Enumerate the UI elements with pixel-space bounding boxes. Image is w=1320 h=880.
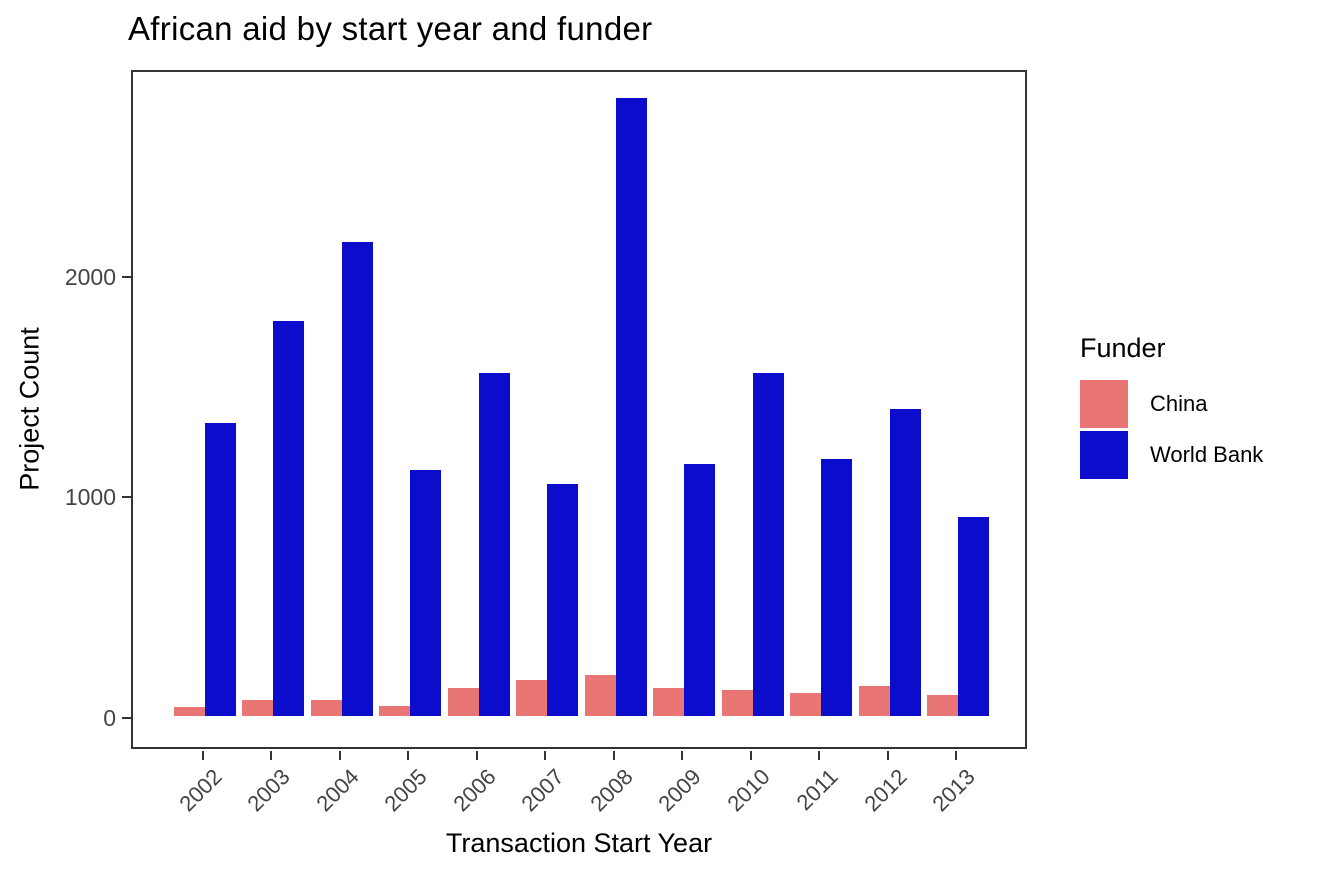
- bar-china-2012: [858, 685, 890, 716]
- bar-world-bank-2011: [821, 458, 853, 716]
- bar-china-2008: [584, 674, 616, 716]
- legend: Funder China World Bank: [1080, 333, 1263, 482]
- chart-title: African aid by start year and funder: [128, 10, 653, 47]
- x-tick-2011: [818, 751, 821, 760]
- bar-world-bank-2012: [889, 409, 921, 716]
- x-tick-label-2003: 2003: [242, 764, 295, 817]
- x-tick-2004: [338, 751, 341, 760]
- x-tick-2002: [201, 751, 204, 760]
- x-tick-2007: [544, 751, 547, 760]
- x-tick-label-2002: 2002: [174, 764, 227, 817]
- plot-panel: [131, 70, 1027, 749]
- bar-world-bank-2005: [410, 469, 442, 716]
- x-tick-label-2005: 2005: [379, 764, 432, 817]
- bar-china-2013: [927, 695, 959, 716]
- legend-swatch-world-bank: [1080, 431, 1128, 479]
- x-tick-2010: [749, 751, 752, 760]
- x-tick-2009: [681, 751, 684, 760]
- x-tick-label-2007: 2007: [516, 764, 569, 817]
- bar-china-2005: [379, 706, 411, 716]
- bar-world-bank-2007: [547, 484, 579, 716]
- bar-world-bank-2008: [615, 98, 647, 716]
- legend-label: World Bank: [1150, 442, 1264, 467]
- x-tick-label-2011: 2011: [791, 764, 843, 816]
- y-tick-1000: [122, 496, 131, 499]
- bar-world-bank-2004: [341, 241, 373, 716]
- y-tick-label-0: 0: [103, 704, 116, 731]
- y-tick-2000: [122, 275, 131, 278]
- bar-world-bank-2013: [958, 517, 990, 716]
- x-tick-2013: [955, 751, 958, 760]
- y-tick-label-2000: 2000: [64, 263, 116, 290]
- x-tick-label-2004: 2004: [311, 764, 364, 817]
- x-tick-label-2008: 2008: [585, 764, 638, 817]
- bar-china-2002: [173, 706, 205, 716]
- bar-china-2009: [653, 687, 685, 716]
- legend-key-china: China: [1080, 380, 1263, 428]
- legend-title: Funder: [1080, 333, 1166, 363]
- legend-label: China: [1150, 391, 1208, 416]
- x-tick-label-2006: 2006: [448, 764, 501, 817]
- bar-china-2011: [790, 692, 822, 716]
- x-tick-2005: [407, 751, 410, 760]
- x-tick-label-2010: 2010: [722, 764, 775, 817]
- legend-swatch-china: [1080, 380, 1128, 428]
- bar-china-2004: [310, 699, 342, 716]
- bar-world-bank-2003: [273, 320, 305, 716]
- x-tick-label-2012: 2012: [859, 764, 912, 817]
- legend-key-world-bank: World Bank: [1080, 431, 1263, 479]
- bar-world-bank-2010: [752, 372, 784, 716]
- legend-keys: China World Bank: [1080, 380, 1263, 479]
- x-tick-2008: [612, 751, 615, 760]
- y-axis-title: Project Count: [14, 327, 45, 491]
- y-tick-0: [122, 716, 131, 719]
- bar-china-2006: [447, 687, 479, 716]
- x-tick-2006: [475, 751, 478, 760]
- bar-world-bank-2002: [204, 423, 236, 716]
- y-tick-label-1000: 1000: [64, 484, 116, 511]
- bar-china-2003: [242, 699, 274, 716]
- x-tick-label-2013: 2013: [927, 764, 980, 817]
- x-tick-2003: [270, 751, 273, 760]
- bar-china-2010: [721, 689, 753, 716]
- x-tick-2012: [886, 751, 889, 760]
- x-tick-label-2009: 2009: [653, 764, 706, 817]
- bar-world-bank-2006: [478, 372, 510, 716]
- bars-container: [133, 72, 1025, 747]
- x-axis-title: Transaction Start Year: [445, 828, 713, 858]
- bar-china-2007: [516, 680, 548, 716]
- bar-world-bank-2009: [684, 464, 716, 716]
